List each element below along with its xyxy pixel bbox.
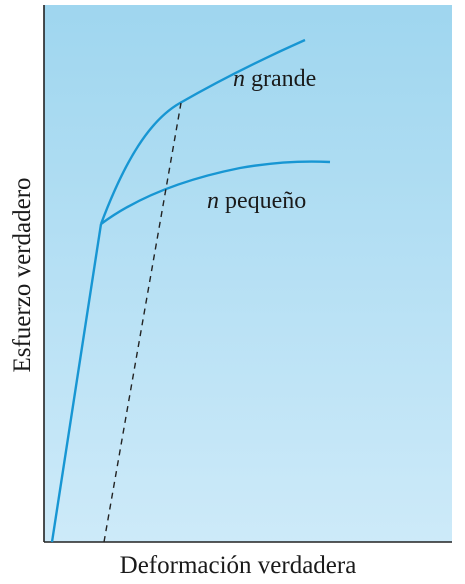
label-n-grande-symbol: n bbox=[233, 66, 245, 92]
elastic-line bbox=[50, 223, 103, 543]
label-n-pequeno-symbol: n bbox=[207, 188, 219, 214]
curve-n-grande bbox=[99, 38, 306, 225]
label-n-grande-word: grande bbox=[245, 66, 316, 92]
x-axis-label: Deformación verdadera bbox=[120, 552, 357, 579]
y-axis-label: Esfuerzo verdadero bbox=[9, 177, 36, 372]
dashed-unloading-line bbox=[103, 102, 182, 543]
label-n-grande: n grande bbox=[233, 66, 316, 92]
label-n-pequeno-word: pequeño bbox=[219, 188, 306, 214]
plot-area bbox=[44, 5, 452, 542]
curve-n-pequeno bbox=[100, 160, 331, 225]
label-n-pequeno: n pequeño bbox=[207, 188, 306, 214]
